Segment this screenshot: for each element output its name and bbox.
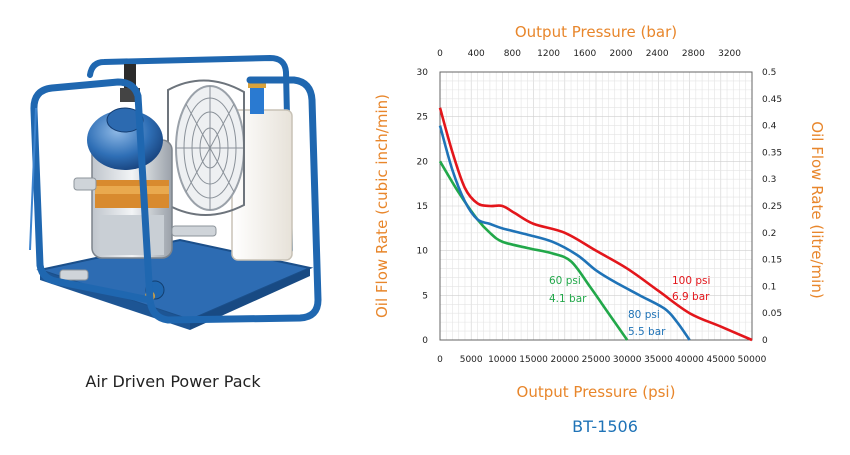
chart-grid: [440, 72, 752, 340]
series-label-bar: 5.5 bar: [628, 326, 666, 338]
series-label-bar: 4.1 bar: [549, 293, 587, 305]
x-tick-label: 5000: [460, 355, 483, 365]
y2-tick-label: 0.15: [762, 256, 782, 266]
x2-tick-label: 1600: [573, 49, 596, 59]
product-caption: Air Driven Power Pack: [85, 372, 261, 391]
y-axis-ticks: 0 5 10 15 20 25 30: [417, 68, 429, 346]
x-tick-label: 45000: [706, 355, 735, 365]
y2-tick-label: 0.3: [762, 175, 776, 185]
x2-tick-label: 0: [437, 49, 443, 59]
x2-tick-label: 400: [468, 49, 485, 59]
series-label-psi: 100 psi: [672, 275, 710, 287]
x2-tick-label: 2000: [610, 49, 633, 59]
series-annotations: 60 psi 4.1 bar 80 psi 5.5 bar 100 psi 6.9 bar: [549, 275, 710, 338]
y2-axis-ticks: 0 0.05 0.1 0.15 0.2 0.25 0.3 0.35 0.4 0.45 0.5: [762, 68, 782, 346]
plot-frame: [439, 71, 753, 341]
x-tick-label: 35000: [644, 355, 673, 365]
y2-tick-label: 0.35: [762, 148, 782, 158]
y-tick-label: 15: [417, 202, 428, 212]
x2-axis-title: Output Pressure (bar): [515, 23, 677, 41]
y2-tick-label: 0.2: [762, 229, 776, 239]
x-tick-label: 15000: [519, 355, 548, 365]
y-tick-label: 0: [422, 336, 428, 346]
x-axis-title: Output Pressure (psi): [517, 383, 676, 401]
x2-tick-label: 800: [504, 49, 521, 59]
series-lines: [438, 107, 753, 342]
series-label-bar: 6.9 bar: [672, 291, 710, 303]
series-label-psi: 80 psi: [628, 309, 660, 321]
y2-axis-title: Oil Flow Rate (litre/min): [808, 121, 826, 298]
x-axis-ticks: 0 5000 10000 15000 20000 25000 30000 35000 40000…: [437, 355, 766, 365]
x-tick-label: 30000: [613, 355, 642, 365]
x2-axis-ticks: 0 400 800 1200 1600 2000 2400 2800 3200: [437, 49, 741, 59]
x-tick-label: 40000: [675, 355, 704, 365]
y-tick-label: 25: [417, 113, 428, 123]
y2-tick-label: 0.4: [762, 122, 777, 132]
x2-tick-label: 3200: [718, 49, 741, 59]
x-tick-label: 10000: [488, 355, 517, 365]
x-tick-label: 0: [437, 355, 443, 365]
model-number: BT-1506: [572, 417, 638, 436]
x-tick-label: 50000: [738, 355, 767, 365]
x2-tick-label: 1200: [537, 49, 560, 59]
series-line-100-psi: [438, 107, 753, 342]
series-label-psi: 60 psi: [549, 275, 581, 287]
y-tick-label: 20: [417, 157, 429, 167]
y2-tick-label: 0.1: [762, 282, 776, 292]
y2-tick-label: 0.45: [762, 95, 782, 105]
series-line-80-psi: [438, 125, 691, 341]
y2-tick-label: 0.5: [762, 68, 776, 78]
x-tick-label: 25000: [582, 355, 611, 365]
y-tick-label: 30: [417, 68, 429, 78]
product-photo: [29, 54, 322, 330]
y2-tick-label: 0.05: [762, 309, 782, 319]
y2-tick-label: 0: [762, 336, 768, 346]
x2-tick-label: 2400: [646, 49, 669, 59]
x2-tick-label: 2800: [682, 49, 705, 59]
y2-tick-label: 0.25: [762, 202, 782, 212]
x-tick-label: 20000: [550, 355, 579, 365]
y-tick-label: 5: [422, 291, 428, 301]
y-tick-label: 10: [417, 247, 429, 257]
y-axis-title: Oil Flow Rate (cubic inch/min): [373, 94, 391, 318]
